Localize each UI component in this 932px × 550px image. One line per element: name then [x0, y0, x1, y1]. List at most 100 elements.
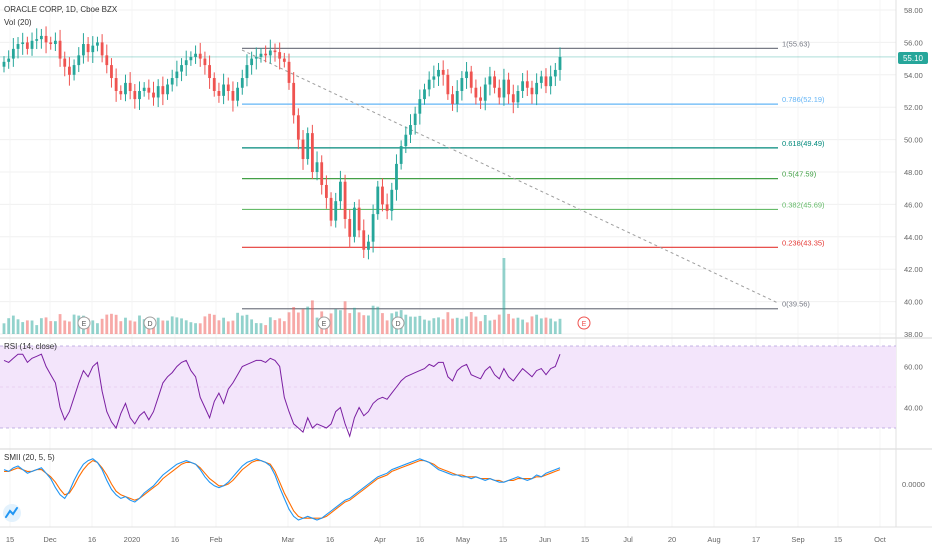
candle [315, 162, 319, 172]
volume-indicator-label[interactable]: Vol (20) [4, 18, 32, 27]
candle [138, 91, 141, 100]
event-label: E [582, 321, 587, 328]
candle [334, 201, 338, 221]
time-tick: 15 [834, 535, 842, 544]
last-price-badge [898, 52, 928, 64]
candle [82, 44, 85, 56]
volume-bar [413, 316, 417, 334]
time-tick: 16 [326, 535, 334, 544]
volume-bar [381, 313, 384, 334]
event-marker: D [391, 316, 405, 330]
candle [413, 113, 417, 126]
candle [292, 82, 296, 116]
time-tick: 20 [668, 535, 676, 544]
event-badge [317, 316, 331, 330]
trend-line[interactable] [241, 49, 779, 304]
candle [35, 39, 39, 41]
rsi-indicator-label[interactable]: RSI (14, close) [4, 342, 57, 351]
volume-bar [507, 313, 511, 334]
candle [119, 91, 123, 95]
volume-bar [343, 301, 347, 334]
candle [409, 125, 412, 135]
candle [142, 87, 146, 91]
smii-axis[interactable]: 0.0000 [902, 480, 925, 489]
smii-indicator-label[interactable]: SMII (20, 5, 5) [4, 453, 55, 462]
time-axis[interactable]: 15 Dec 16 2020 16 Feb Mar 16 Apr 16 May 15 Jun 15 Jul 2… [6, 535, 887, 544]
candle [521, 81, 525, 91]
fib-level-label: 0.786(52.19) [782, 95, 825, 104]
volume-bar [530, 316, 534, 334]
volume-bar [432, 318, 436, 334]
tradingview-logo[interactable] [3, 504, 21, 522]
candle [469, 71, 473, 88]
volume-bar [353, 307, 356, 334]
volume-bar [114, 314, 118, 334]
candle [152, 92, 155, 98]
volume-bar [493, 319, 496, 334]
candle [124, 82, 127, 95]
candle [147, 87, 151, 93]
candle [49, 42, 53, 45]
volume-bar [427, 320, 431, 334]
volume-bar [549, 318, 553, 334]
candle [306, 133, 310, 160]
candle [282, 58, 286, 62]
volume-bar [268, 317, 272, 334]
candle [287, 61, 291, 83]
time-tick: Aug [707, 535, 720, 544]
volume-bar [138, 315, 141, 334]
volume-bar [2, 323, 6, 334]
smii-signal-line [4, 459, 561, 519]
time-tick: 15 [581, 535, 589, 544]
volume-bar [525, 322, 529, 334]
volume-bar [287, 312, 291, 334]
candle [432, 76, 436, 80]
candle [133, 91, 137, 100]
time-tick: Feb [210, 535, 223, 544]
rsi-axis[interactable]: 60.00 40.00 [904, 363, 923, 413]
candle [460, 78, 464, 91]
candle [278, 52, 282, 59]
candle [212, 78, 216, 91]
candle [390, 189, 394, 211]
time-tick: May [456, 535, 470, 544]
volume-bar [189, 322, 193, 334]
candle [474, 87, 478, 98]
volume-bar [488, 320, 492, 334]
candle [296, 115, 300, 140]
candle [175, 71, 179, 79]
volume-bar [455, 317, 459, 334]
candle [68, 66, 71, 75]
event-label: E [82, 321, 87, 328]
candle [535, 82, 539, 95]
candle [488, 76, 492, 85]
fib-level-label: 1(55.63) [782, 39, 810, 48]
fib-level-label: 0.382(45.69) [782, 200, 825, 209]
volume-bar [437, 317, 440, 334]
volume-bar [142, 319, 146, 334]
candle [231, 91, 235, 101]
volume-bar [282, 321, 286, 334]
last-price-label: 55.10 [903, 54, 924, 63]
price-axis[interactable]: 58.00 56.00 54.00 52.00 50.00 48.00 46.00 44.00… [904, 6, 923, 339]
candle [385, 204, 389, 211]
event-label: D [147, 321, 152, 328]
candle [357, 207, 361, 231]
candle [16, 44, 20, 49]
volume-bar [58, 314, 62, 334]
volume-bar [441, 319, 445, 334]
event-marker: E [317, 316, 331, 330]
candle [465, 71, 468, 79]
fibonacci-retracement[interactable]: 1(55.63) 0.786(52.19) 0.618(49.49) 0.5(47.5… [0, 39, 896, 310]
volume-bar [156, 317, 160, 334]
volume-bar [278, 318, 282, 334]
volume-bar [35, 325, 39, 334]
time-tick: 17 [752, 535, 760, 544]
volume-bar [329, 313, 333, 334]
volume-bar [296, 312, 300, 334]
volume-bar [409, 316, 412, 334]
event-badge [77, 316, 91, 330]
candle [418, 99, 422, 114]
